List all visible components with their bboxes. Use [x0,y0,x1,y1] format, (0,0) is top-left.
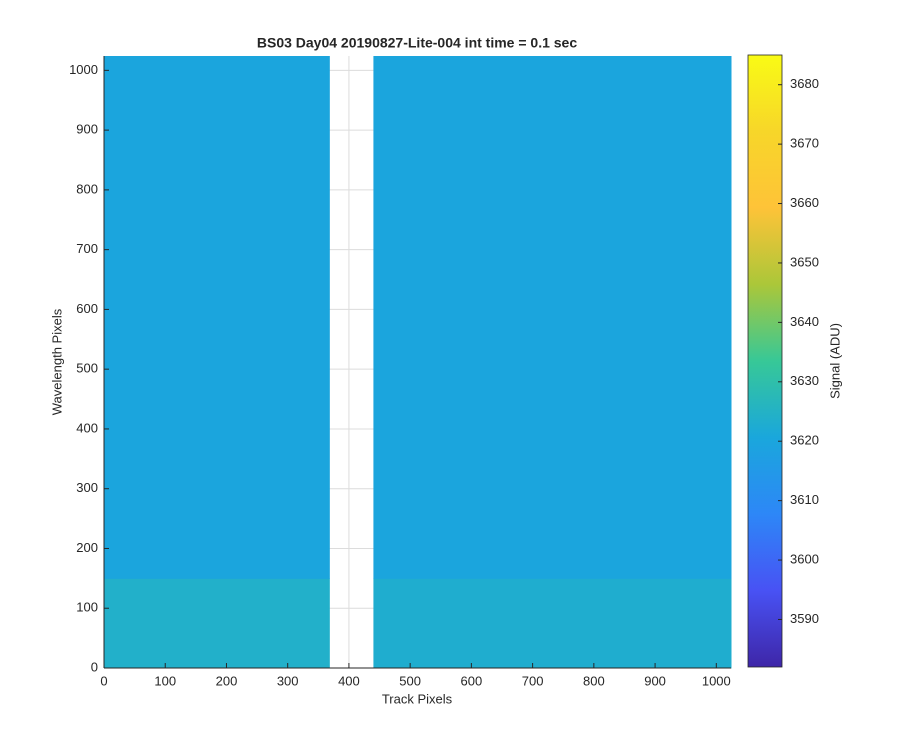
colorbar-tick-label: 3630 [790,373,819,388]
colorbar-tick-label: 3650 [790,254,819,269]
heatmap-cell [373,56,732,579]
y-tick-label: 700 [76,241,98,256]
colorbar-tick-label: 3680 [790,76,819,91]
colorbar-tick-label: 3670 [790,136,819,151]
y-tick-label: 900 [76,122,98,137]
y-tick-label: 400 [76,420,98,435]
x-tick-label: 400 [338,673,360,688]
heatmap-cell [104,56,330,579]
x-tick-label: 800 [583,673,605,688]
y-tick-label: 600 [76,301,98,316]
y-tick-label: 300 [76,480,98,495]
colorbar-tick-label: 3620 [790,433,819,448]
x-tick-label: 600 [461,673,483,688]
y-tick-label: 0 [91,659,98,674]
colorbar-tick-label: 3600 [790,551,819,566]
y-tick-label: 1000 [69,62,98,77]
x-tick-label: 900 [644,673,666,688]
x-tick-label: 1000 [702,673,731,688]
x-tick-label: 0 [100,673,107,688]
y-tick-label: 200 [76,540,98,555]
y-tick-label: 100 [76,600,98,615]
colorbar-tick-label: 3660 [790,195,819,210]
x-axis-label: Track Pixels [382,691,453,706]
heatmap-cell [104,578,330,669]
colorbar-tick-label: 3610 [790,492,819,507]
heatmap-cell [373,578,732,669]
x-tick-label: 100 [154,673,176,688]
x-tick-label: 200 [216,673,238,688]
y-axis-label: Wavelength Pixels [49,308,64,415]
colorbar-label: Signal (ADU) [827,323,842,399]
x-tick-label: 300 [277,673,299,688]
y-tick-label: 800 [76,181,98,196]
x-tick-label: 700 [522,673,544,688]
colorbar [747,54,783,668]
y-tick-label: 500 [76,361,98,376]
colorbar-tick-label: 3590 [790,611,819,626]
colorbar-tick-label: 3640 [790,314,819,329]
x-tick-label: 500 [399,673,421,688]
chart-title: BS03 Day04 20190827-Lite-004 int time = … [257,35,577,51]
